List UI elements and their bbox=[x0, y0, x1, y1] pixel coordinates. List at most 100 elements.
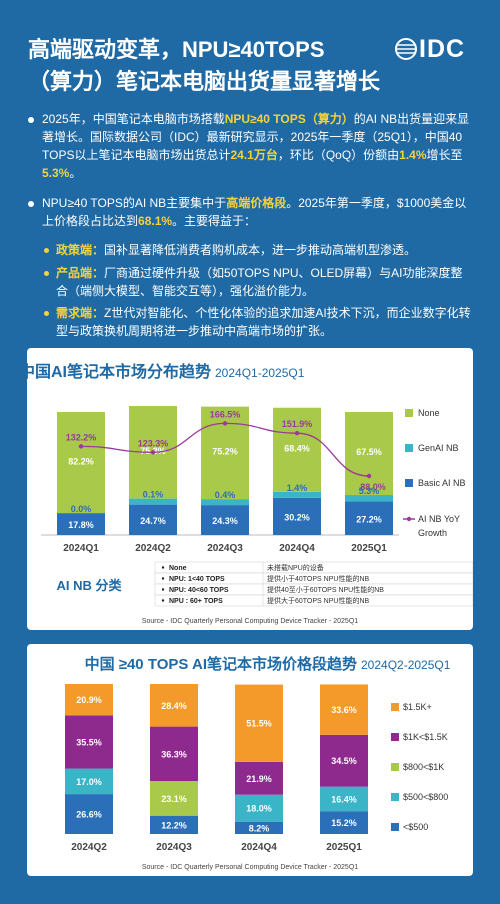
legend-swatch bbox=[391, 763, 399, 771]
sub-bullet-dot bbox=[44, 271, 49, 276]
category-label: 2024Q3 bbox=[156, 842, 192, 853]
growth-label: 151.9% bbox=[282, 419, 313, 429]
data-label: 8.2% bbox=[249, 823, 270, 833]
sub-bullet-policy: 政策端：国补显著降低消费者购机成本，进一步推动高端机型渗透。 bbox=[44, 241, 474, 259]
paragraph-1: 2025年，中国笔记本电脑市场搭载NPU≥40 TOPS（算力）的AI NB出货… bbox=[28, 110, 478, 182]
growth-point bbox=[366, 473, 372, 479]
bar-segment bbox=[150, 726, 198, 782]
bar-segment bbox=[345, 495, 393, 502]
table-bullet bbox=[161, 588, 165, 591]
sub-bullet-dot bbox=[44, 311, 49, 316]
p1-highlight-2: 24.1万台 bbox=[230, 148, 278, 162]
data-label: 51.5% bbox=[246, 719, 272, 729]
p1-highlight-3: 1.4% bbox=[399, 148, 427, 162]
bar-segment bbox=[129, 498, 177, 505]
bar-segment bbox=[235, 684, 283, 762]
data-label: 1.4% bbox=[287, 483, 308, 493]
bar-segment bbox=[320, 684, 368, 735]
bar-segment bbox=[201, 505, 249, 535]
bar-segment bbox=[345, 412, 393, 496]
data-label: 21.9% bbox=[246, 774, 272, 784]
data-label: 23.1% bbox=[161, 794, 187, 804]
bullet-dot bbox=[28, 201, 34, 207]
data-label: 12.2% bbox=[161, 820, 187, 830]
growth-point bbox=[294, 430, 300, 436]
growth-point bbox=[78, 444, 84, 449]
table-bullet bbox=[161, 566, 165, 569]
table-bullet bbox=[161, 599, 165, 602]
data-label: 35.5% bbox=[76, 737, 102, 747]
page-title: 高端驱动变革，NPU≥40TOPS （算力）笔记本电脑出货量显著增长 bbox=[28, 34, 388, 98]
category-label: 2025Q1 bbox=[326, 842, 362, 853]
bar-segment bbox=[65, 768, 113, 795]
paragraph-2: NPU≥40 TOPS的AI NB主要集中于高端价格段。2025年第一季度，$1… bbox=[28, 194, 478, 230]
p1-highlight-4: 5.3% bbox=[42, 166, 70, 180]
category-label: 2024Q1 bbox=[63, 543, 99, 554]
sub-bullet-product: 产品端：厂商通过硬件升级（如50TOPS NPU、OLED屏幕）与AI功能深度整… bbox=[44, 264, 474, 300]
bar-segment bbox=[150, 684, 198, 727]
data-label: 75.2% bbox=[212, 447, 238, 457]
data-label: 0.1% bbox=[143, 490, 164, 500]
legend-label: <$500 bbox=[403, 822, 428, 832]
data-label: 17.0% bbox=[76, 777, 102, 787]
p1-highlight-1: NPU≥40 TOPS（算力） bbox=[224, 112, 354, 126]
category-label: 2024Q3 bbox=[207, 543, 243, 554]
idc-logo: IDC bbox=[395, 36, 485, 62]
data-label: 15.2% bbox=[331, 818, 357, 828]
growth-point bbox=[222, 421, 228, 426]
data-label: 24.7% bbox=[140, 516, 166, 526]
sub-bullet-label: 需求端： bbox=[56, 306, 105, 320]
table-key: NPU: 1<40 TOPS bbox=[169, 576, 225, 583]
table-value: 提供40至小于60TOPS NPU性能的NB bbox=[267, 585, 384, 594]
sub-bullet-text: Z世代对智能化、个性化体验的追求加速AI技术下沉，而企业数字化转型与政策换机周期… bbox=[56, 306, 471, 338]
chart1-subtitle: 2024Q1-2025Q1 bbox=[215, 366, 305, 380]
bar-segment bbox=[345, 501, 393, 535]
table-value: 提供大于60TOPS NPU性能的NB bbox=[267, 596, 369, 605]
data-label: 5.3% bbox=[359, 486, 380, 496]
legend-swatch bbox=[391, 823, 399, 831]
legend-label: $1.5K+ bbox=[403, 702, 432, 712]
p2-highlight-1: 高端价格段 bbox=[226, 196, 287, 210]
bar-segment bbox=[273, 491, 321, 498]
growth-point bbox=[150, 450, 156, 455]
bar-segment bbox=[65, 715, 113, 769]
bar-segment bbox=[320, 811, 368, 834]
legend-swatch bbox=[405, 479, 413, 487]
bullet-dot bbox=[28, 117, 34, 123]
growth-label: 166.5% bbox=[210, 409, 241, 419]
sub-bullet-label: 政策端： bbox=[56, 243, 105, 257]
bar-segment bbox=[273, 497, 321, 535]
chart1-source: Source - IDC Quarterly Personal Computin… bbox=[142, 618, 358, 625]
p2-highlight-2: 68.1% bbox=[138, 214, 173, 228]
data-label: 27.2% bbox=[356, 514, 382, 524]
p2-text-1: NPU≥40 TOPS的AI NB主要集中于 bbox=[42, 196, 227, 210]
legend-swatch bbox=[391, 703, 399, 711]
table-value: 未搭载NPU的设备 bbox=[267, 563, 324, 572]
data-label: 16.4% bbox=[331, 794, 357, 804]
bar-segment bbox=[150, 781, 198, 816]
data-label: 82.2% bbox=[68, 457, 94, 467]
data-label: 18.0% bbox=[246, 804, 272, 814]
classification-title: AI NB 分类 bbox=[56, 578, 122, 593]
legend-label: GenAI NB bbox=[418, 443, 459, 453]
legend-label: $500<$800 bbox=[403, 792, 448, 802]
growth-label: 123.3% bbox=[138, 438, 169, 448]
sub-bullet-dot bbox=[44, 248, 49, 253]
category-label: 2024Q2 bbox=[71, 842, 107, 853]
logo-text: IDC bbox=[419, 35, 466, 63]
category-label: 2024Q4 bbox=[241, 842, 277, 853]
sub-bullet-text: 厂商通过硬件升级（如50TOPS NPU、OLED屏幕）与AI功能深度整合（端侧… bbox=[56, 266, 463, 298]
chart2-source: Source - IDC Quarterly Personal Computin… bbox=[142, 864, 358, 871]
growth-label: 88.0% bbox=[360, 482, 386, 492]
chart2-title: 中国 ≥40 TOPS AI笔记本市场价格段趋势 bbox=[85, 655, 357, 673]
bar-segment bbox=[57, 513, 105, 535]
legend-swatch bbox=[391, 733, 399, 741]
chart1-title: 中国AI笔记本市场分布趋势 bbox=[27, 362, 211, 381]
data-label: 24.3% bbox=[212, 516, 238, 526]
table-row bbox=[154, 594, 473, 607]
p1-text-3: ，环比（QoQ）份额由 bbox=[277, 148, 400, 162]
data-label: 30.2% bbox=[284, 512, 310, 522]
data-label: 0.0% bbox=[71, 504, 92, 514]
table-value: 提供小于40TOPS NPU性能的NB bbox=[267, 574, 369, 583]
p2-text-2: 。2025年第一季度，$1000美金以上价格段占比达到 bbox=[42, 196, 467, 228]
